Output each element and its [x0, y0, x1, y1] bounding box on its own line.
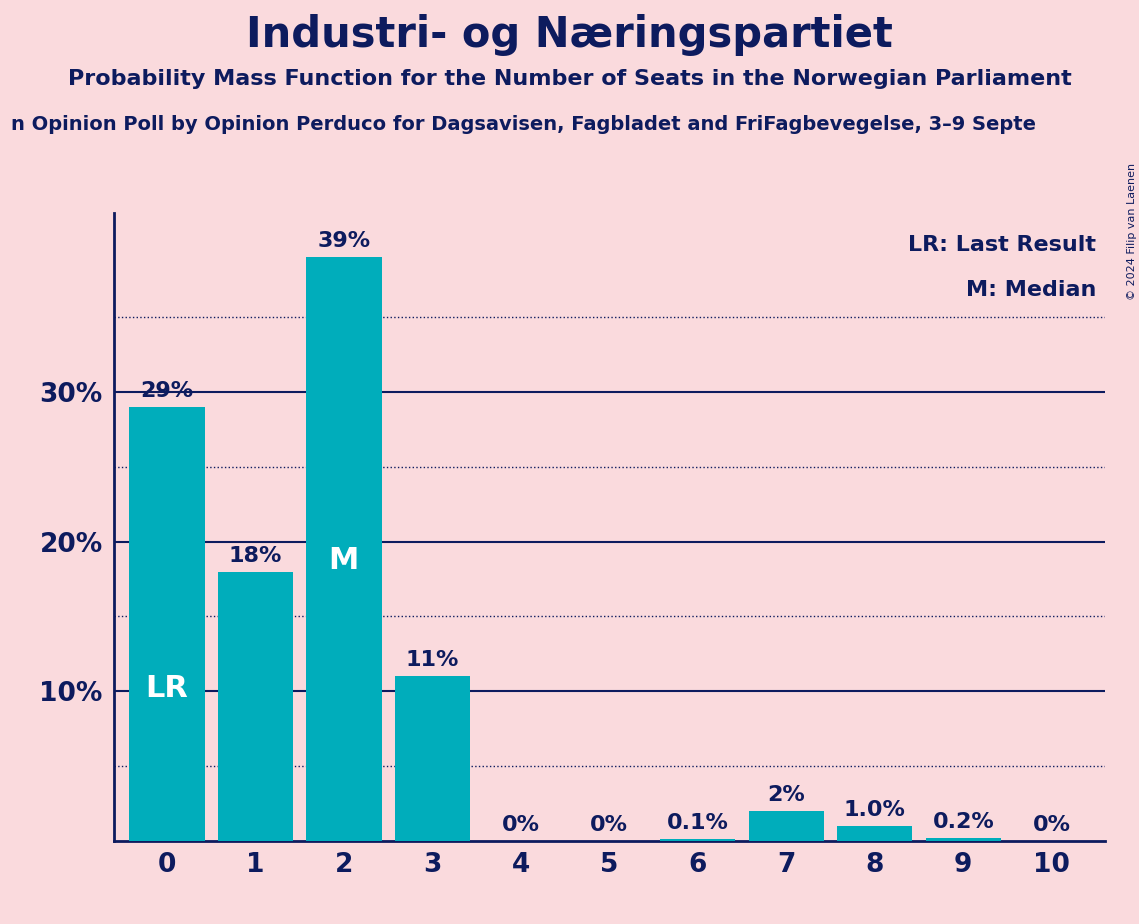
Text: Probability Mass Function for the Number of Seats in the Norwegian Parliament: Probability Mass Function for the Number… [67, 69, 1072, 90]
Text: 0.2%: 0.2% [933, 812, 994, 832]
Text: n Opinion Poll by Opinion Perduco for Dagsavisen, Fagbladet and FriFagbevegelse,: n Opinion Poll by Opinion Perduco for Da… [11, 116, 1036, 135]
Text: M: M [329, 546, 359, 576]
Bar [218, 572, 293, 841]
Text: M: Median: M: Median [966, 280, 1096, 300]
Text: 11%: 11% [405, 650, 459, 670]
Text: 18%: 18% [229, 545, 282, 565]
Bar [395, 676, 470, 841]
Bar [748, 811, 823, 841]
Text: 29%: 29% [140, 381, 194, 401]
Bar [130, 407, 205, 841]
Text: 0%: 0% [590, 815, 629, 835]
Text: 1.0%: 1.0% [844, 800, 906, 820]
Text: 2%: 2% [768, 784, 805, 805]
Text: 0%: 0% [502, 815, 540, 835]
Bar [926, 838, 1001, 841]
Bar [837, 826, 912, 841]
Text: LR: Last Result: LR: Last Result [908, 235, 1096, 255]
Text: 0.1%: 0.1% [667, 813, 729, 833]
Bar [306, 258, 382, 841]
Text: © 2024 Filip van Laenen: © 2024 Filip van Laenen [1126, 163, 1137, 299]
Text: 0%: 0% [1033, 815, 1071, 835]
Text: 39%: 39% [318, 231, 370, 251]
Text: Industri- og Næringspartiet: Industri- og Næringspartiet [246, 14, 893, 55]
Text: LR: LR [146, 675, 188, 703]
Bar [661, 839, 736, 841]
